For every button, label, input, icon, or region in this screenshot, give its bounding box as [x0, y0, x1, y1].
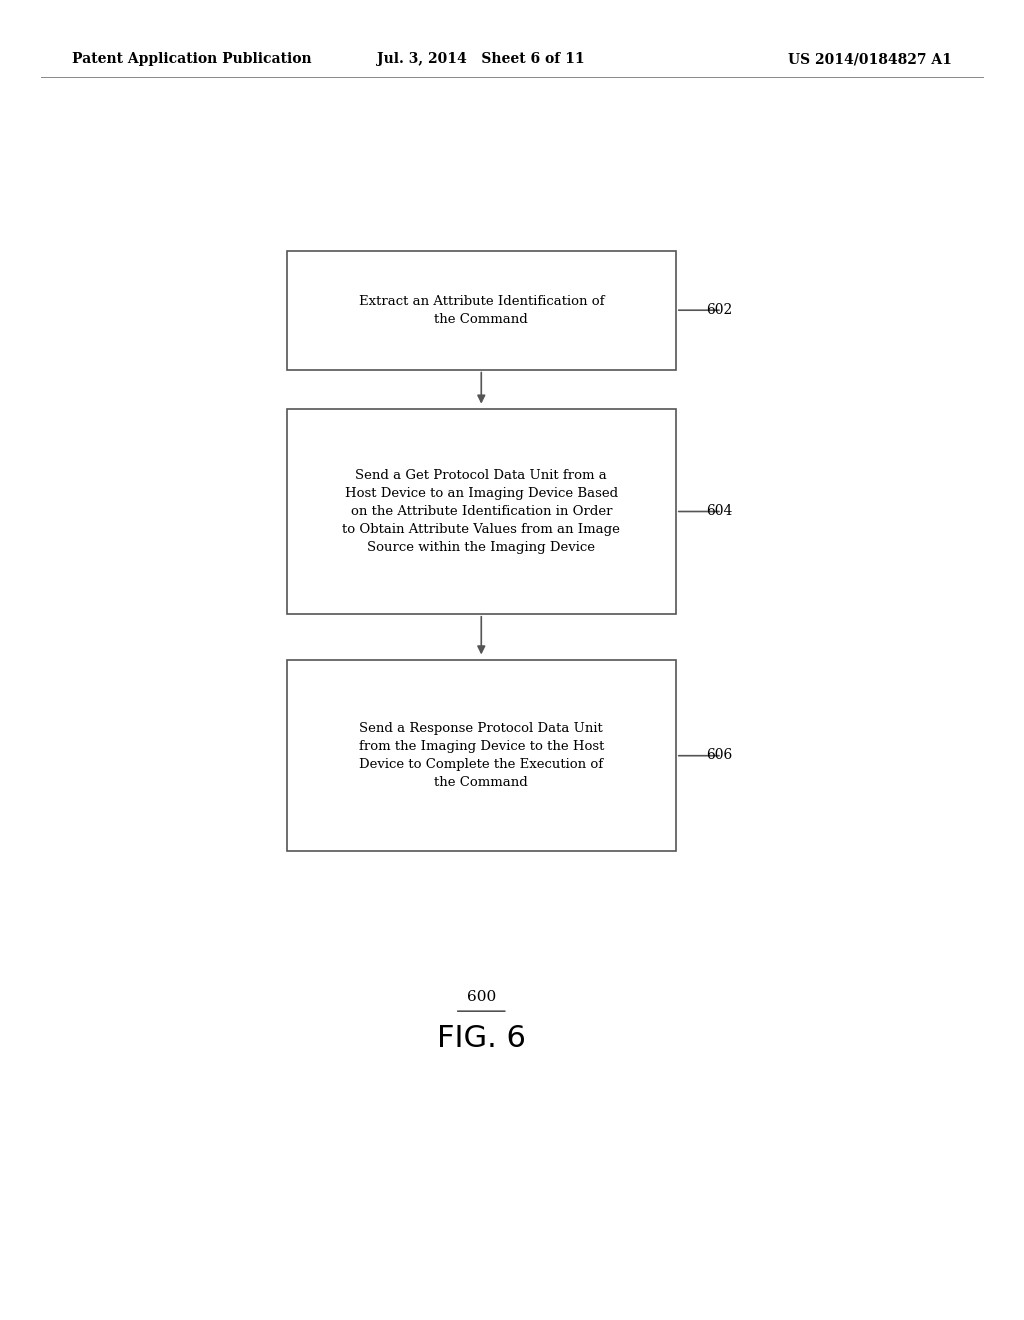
Text: 600: 600 — [467, 990, 496, 1003]
Text: US 2014/0184827 A1: US 2014/0184827 A1 — [788, 53, 952, 66]
FancyBboxPatch shape — [287, 660, 676, 851]
Text: Send a Response Protocol Data Unit
from the Imaging Device to the Host
Device to: Send a Response Protocol Data Unit from … — [358, 722, 604, 789]
Text: 602: 602 — [707, 304, 733, 317]
Text: 604: 604 — [707, 504, 733, 517]
Text: FIG. 6: FIG. 6 — [437, 1024, 525, 1053]
Text: Send a Get Protocol Data Unit from a
Host Device to an Imaging Device Based
on t: Send a Get Protocol Data Unit from a Hos… — [342, 469, 621, 554]
Text: 606: 606 — [707, 748, 733, 762]
FancyBboxPatch shape — [287, 251, 676, 370]
FancyBboxPatch shape — [287, 409, 676, 614]
Text: Extract an Attribute Identification of
the Command: Extract an Attribute Identification of t… — [358, 294, 604, 326]
Text: Jul. 3, 2014   Sheet 6 of 11: Jul. 3, 2014 Sheet 6 of 11 — [378, 53, 585, 66]
Text: Patent Application Publication: Patent Application Publication — [72, 53, 311, 66]
